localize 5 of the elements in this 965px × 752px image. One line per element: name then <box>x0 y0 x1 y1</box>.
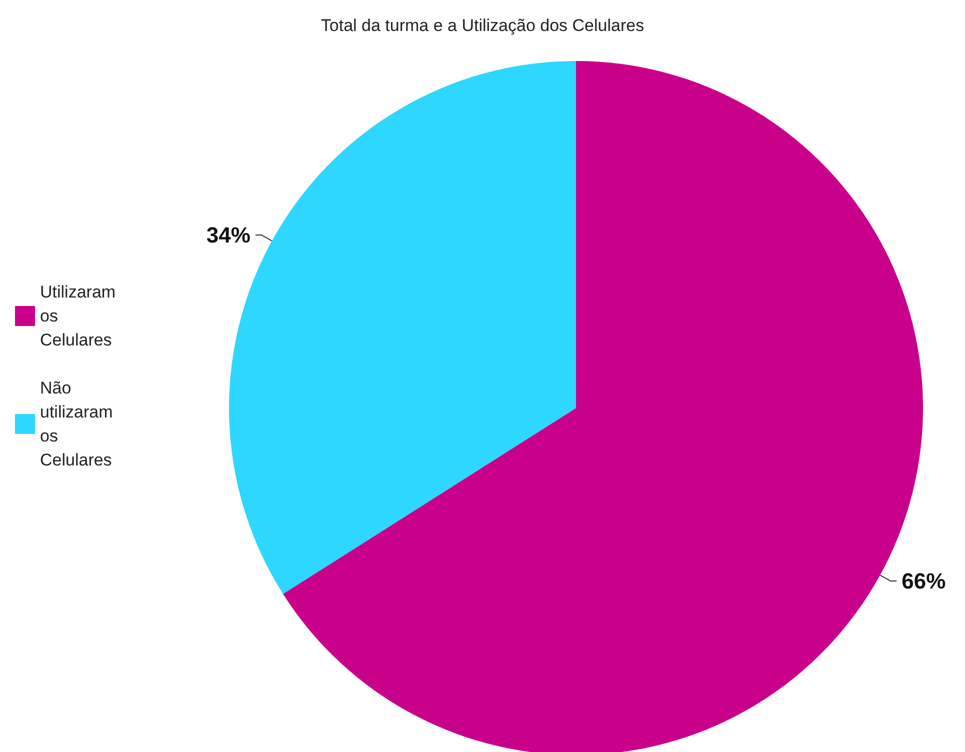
chart-title: Total da turma e a Utilização dos Celulares <box>320 16 644 35</box>
data-label: 34% <box>206 222 250 248</box>
legend-label: Utilizaram os Celulares <box>40 282 120 350</box>
data-label: 66% <box>902 568 946 594</box>
legend-label: Não utilizaram os Celulares <box>40 378 118 470</box>
